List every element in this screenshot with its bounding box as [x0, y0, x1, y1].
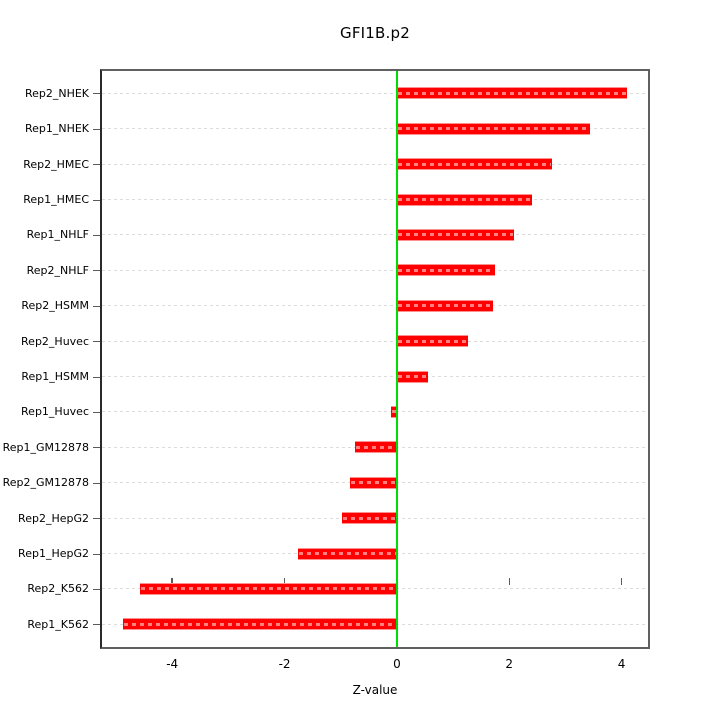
gridline: [102, 199, 648, 200]
gridline: [102, 340, 648, 342]
bar-hatch: [397, 198, 531, 201]
bar-hatch: [397, 162, 551, 166]
bar-Rep1_NHLF: [396, 228, 514, 241]
y-axis-tick: [93, 588, 100, 590]
bar-hatch: [391, 410, 396, 414]
chart-title: GFI1B.p2: [340, 24, 410, 42]
bar-Rep1_GM12878: [355, 441, 397, 454]
bar-Rep2_HSMM: [396, 299, 493, 312]
y-axis-tick: [93, 305, 100, 307]
bar-Rep2_HepG2: [341, 512, 397, 525]
category-label: Rep1_HepG2: [18, 547, 89, 560]
gridline: [102, 234, 648, 236]
bar-Rep2_NHLF: [396, 264, 496, 277]
x-tick-label: -2: [278, 657, 291, 671]
zero-line: [395, 71, 398, 647]
category-label: Rep1_HMEC: [23, 193, 89, 206]
category-label: Rep1_GM12878: [2, 440, 89, 454]
bar-hatch: [141, 587, 396, 591]
bar-hatch: [350, 481, 396, 485]
y-axis-tick: [93, 447, 100, 449]
category-label: Rep2_Huvec: [21, 334, 89, 348]
bar-hatch: [342, 516, 396, 520]
bar-Rep1_HepG2: [298, 547, 397, 560]
y-axis-tick: [93, 93, 100, 95]
x-axis-tick: [283, 578, 286, 585]
gridline: [102, 305, 648, 307]
y-axis-tick: [93, 518, 100, 520]
bar-Rep1_Huvec: [390, 405, 397, 418]
x-tick-label: -4: [166, 657, 179, 671]
bar-Rep2_NHEK: [396, 87, 628, 100]
category-label: Rep1_NHEK: [24, 122, 89, 136]
bar-hatch: [397, 233, 513, 237]
y-axis-tick: [93, 234, 100, 236]
bar-hatch: [397, 127, 589, 131]
x-tick-label: 0: [393, 657, 401, 671]
x-axis-tick: [171, 578, 173, 585]
category-label: Rep2_HepG2: [18, 511, 89, 525]
x-axis-tick: [620, 578, 623, 585]
y-axis-tick: [93, 164, 100, 166]
bar-hatch: [123, 622, 396, 626]
bar-Rep1_K562: [122, 618, 397, 631]
x-tick-label: 4: [617, 657, 626, 671]
bar-hatch: [397, 304, 492, 308]
y-axis-tick: [93, 270, 100, 272]
x-axis-title: Z-value: [352, 683, 398, 697]
x-tick-label: 2: [505, 657, 514, 671]
category-label: Rep2_K562: [27, 582, 89, 596]
bar-Rep1_NHEK: [396, 122, 590, 135]
y-axis-tick: [93, 482, 100, 484]
category-label: Rep1_NHLF: [26, 228, 89, 242]
category-label: Rep1_K562: [27, 617, 89, 631]
y-axis-tick: [93, 411, 100, 413]
bar-hatch: [397, 375, 427, 378]
bar-Rep1_HSMM: [396, 370, 428, 383]
gridline: [102, 376, 648, 377]
bar-hatch: [356, 445, 396, 449]
category-label: Rep2_NHLF: [26, 263, 89, 277]
bar-hatch: [397, 339, 467, 343]
bar-hatch: [397, 91, 627, 95]
gridline: [102, 269, 648, 271]
y-axis-tick: [93, 553, 100, 555]
gridline: [102, 92, 648, 94]
gridline: [102, 411, 648, 413]
plot-area: [93, 69, 650, 649]
plot-border: [100, 69, 650, 649]
gridline: [102, 163, 648, 165]
y-axis-tick: [93, 376, 100, 378]
bar-hatch: [299, 552, 396, 555]
y-axis-tick: [93, 624, 100, 626]
bar-hatch: [397, 268, 495, 272]
category-label: Rep1_HSMM: [21, 370, 89, 383]
category-label: Rep2_HSMM: [21, 299, 89, 313]
y-axis-tick: [93, 341, 100, 343]
category-label: Rep2_GM12878: [2, 476, 89, 490]
category-label: Rep2_HMEC: [23, 157, 89, 171]
y-axis-tick: [93, 199, 100, 201]
category-label: Rep1_Huvec: [21, 405, 89, 419]
category-label: Rep2_NHEK: [24, 86, 89, 100]
y-axis-tick: [93, 128, 100, 130]
bar-Rep2_Huvec: [396, 335, 468, 348]
bar-Rep1_HMEC: [396, 193, 532, 206]
gridline: [102, 128, 648, 130]
bar-Rep2_K562: [140, 582, 397, 595]
x-axis-tick: [508, 578, 510, 585]
bar-Rep2_GM12878: [349, 476, 397, 489]
bar-Rep2_HMEC: [396, 158, 552, 171]
